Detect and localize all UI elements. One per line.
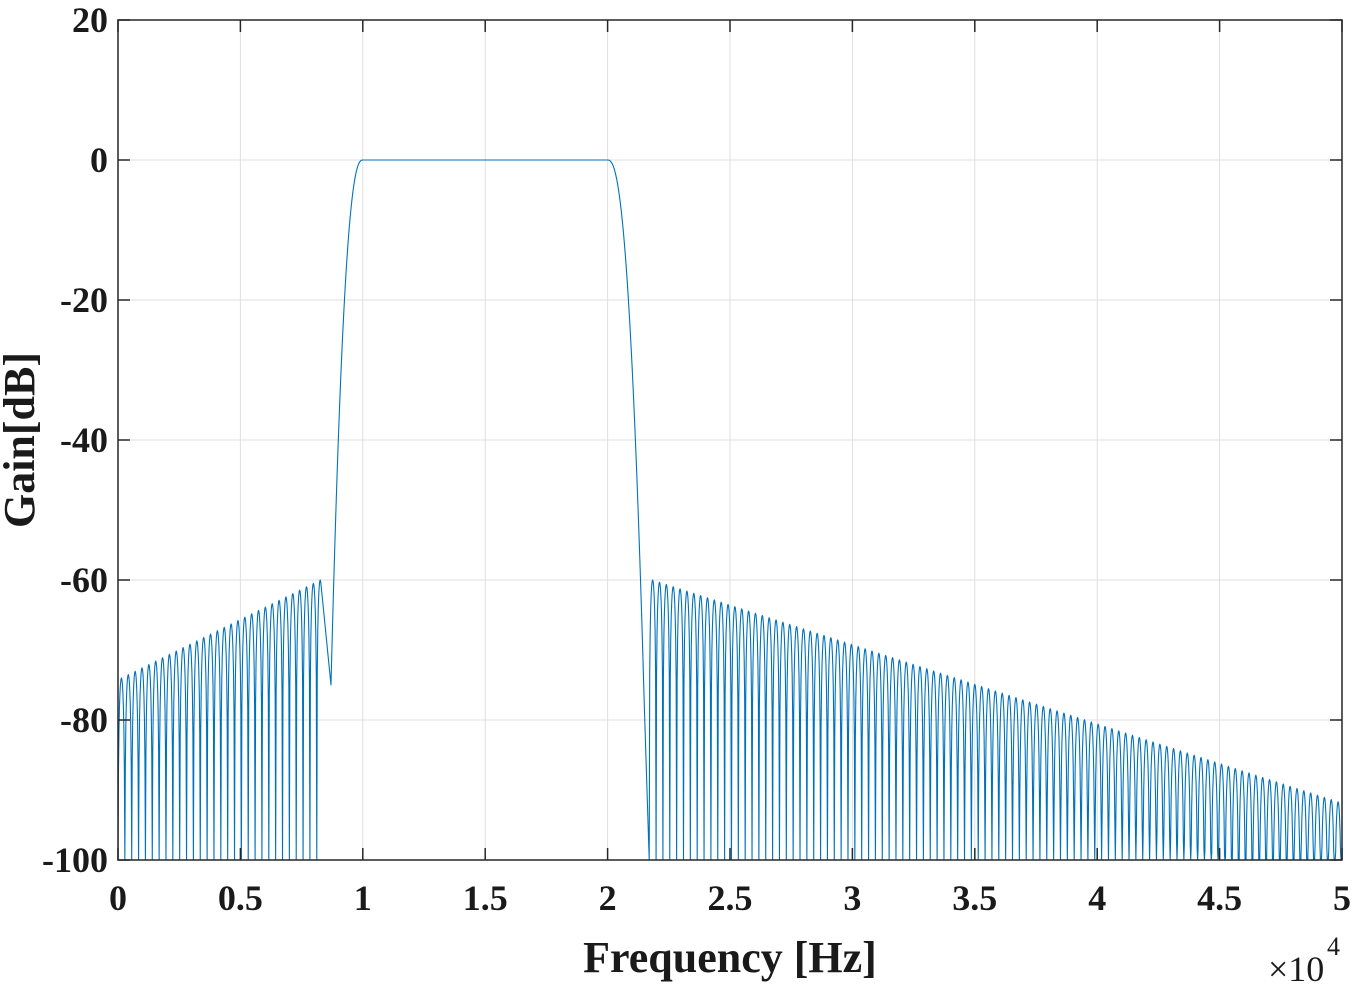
x-axis-label: Frequency [Hz] (583, 933, 877, 982)
x-tick-label: 4.5 (1197, 878, 1242, 918)
x-tick-label: 0 (109, 878, 127, 918)
axis-ticks (117, 19, 1343, 861)
x-tick-label: 0.5 (218, 878, 263, 918)
y-tick-label: -40 (60, 420, 108, 460)
y-tick-label: 20 (72, 0, 108, 40)
x-tick-label: 1.5 (463, 878, 508, 918)
x-tick-label: 2 (599, 878, 617, 918)
y-tick-label: 0 (90, 140, 108, 180)
x-tick-label: 1 (354, 878, 372, 918)
y-tick-label: -80 (60, 700, 108, 740)
x-tick-label: 5 (1333, 878, 1351, 918)
y-tick-labels: 20 0 -20 -40 -60 -80 -100 (42, 0, 108, 880)
x-multiplier-base: ×10 (1268, 949, 1324, 987)
x-tick-labels: 0 0.5 1 1.5 2 2.5 3 3.5 4 4.5 5 (109, 878, 1351, 918)
grid (117, 19, 1343, 861)
y-axis-label: Gain[dB] (0, 352, 44, 528)
y-tick-label: -60 (60, 560, 108, 600)
x-multiplier-exponent: 4 (1327, 932, 1340, 961)
x-tick-label: 2.5 (708, 878, 753, 918)
y-tick-label: -20 (60, 280, 108, 320)
x-axis-multiplier: ×10 4 (1268, 932, 1340, 987)
x-tick-label: 3 (843, 878, 861, 918)
x-tick-label: 4 (1088, 878, 1106, 918)
series-line-gain (117, 159, 1343, 861)
y-tick-label: -100 (42, 840, 108, 880)
x-tick-label: 3.5 (952, 878, 997, 918)
frequency-response-series (117, 159, 1343, 861)
